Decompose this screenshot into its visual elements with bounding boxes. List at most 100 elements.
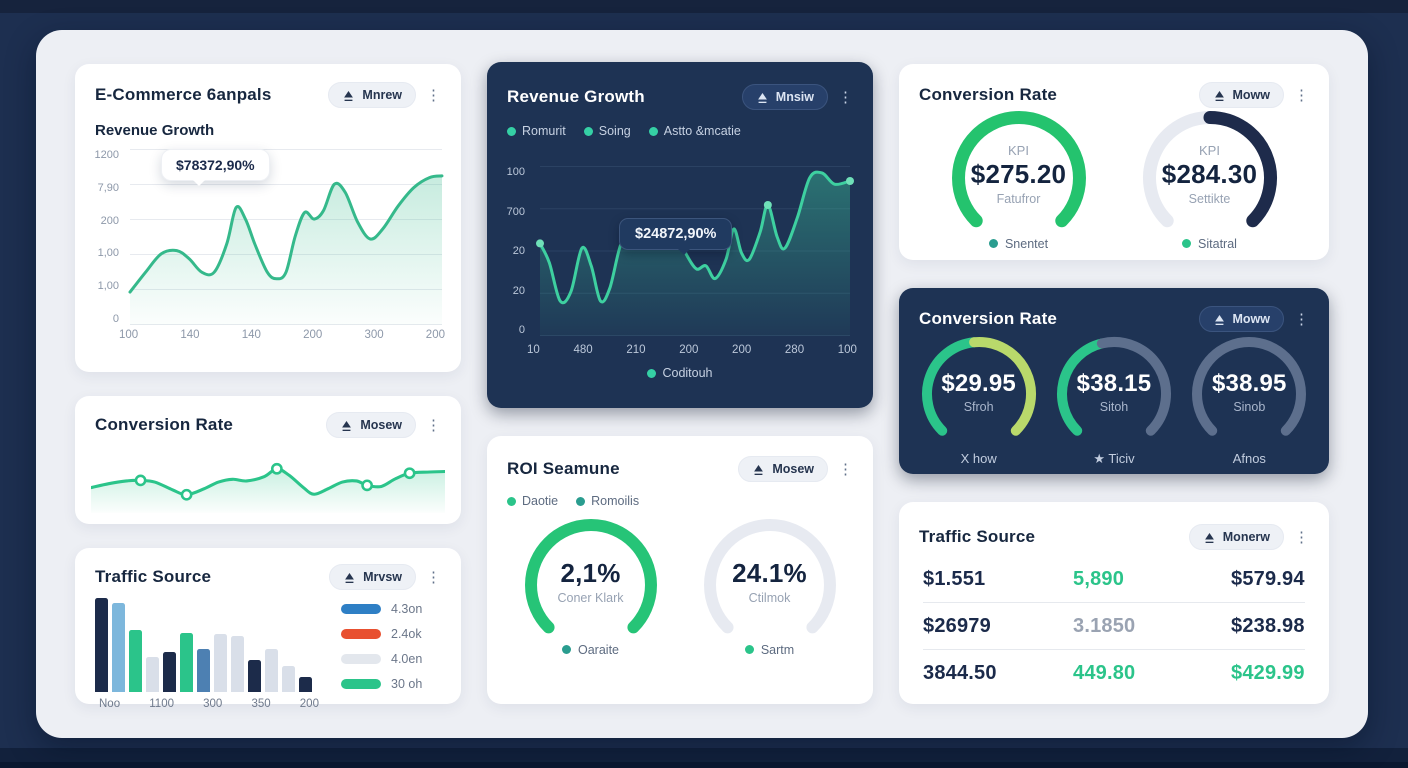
gauge-footer: ★ Ticiv	[1093, 451, 1135, 467]
x-tick: 100	[837, 344, 857, 356]
series-legend-label: Romoilis	[591, 494, 640, 508]
y-tick: 7,90	[97, 181, 119, 194]
menu-button[interactable]: Mosew	[738, 456, 828, 482]
y-tick: 20	[512, 284, 525, 297]
series-legend-label: Daotie	[522, 494, 559, 508]
export-icon	[757, 92, 767, 103]
bar	[231, 636, 244, 692]
card-ecommerce: E-Commerce 6anpals Mnrew ⋮ Revenue Growt…	[75, 64, 461, 372]
kebab-menu-icon[interactable]: ⋮	[1294, 528, 1309, 546]
card-revenue-growth-dark: Revenue Growth Mnsiw ⋮ Romurit Soing Astto…	[487, 62, 873, 408]
gauge-legend: Snentet	[988, 236, 1049, 251]
gauge: $38.95 Sinob Afnos	[1191, 336, 1307, 467]
y-tick: 200	[100, 214, 119, 227]
x-tick: Noo	[99, 698, 121, 710]
menu-button-label: Monerw	[1222, 530, 1270, 544]
menu-button-label: Mnrew	[362, 88, 402, 102]
bar	[95, 598, 108, 692]
card-title: ROI Seamune	[507, 459, 620, 478]
kebab-menu-icon[interactable]: ⋮	[426, 568, 441, 586]
kebab-menu-icon[interactable]: ⋮	[426, 416, 441, 434]
export-icon	[344, 90, 354, 101]
bar-legend-label: 4.0en	[391, 652, 423, 666]
card-title: Traffic Source	[919, 527, 1036, 546]
y-tick: 0	[518, 324, 525, 336]
gauge: KPI $275.20 Fatufror Snentet	[951, 110, 1087, 251]
menu-button[interactable]: Mnsiw	[741, 84, 828, 110]
series-legend: Daotie Romoilis	[487, 494, 873, 508]
bar-legend-label: 2.4ok	[391, 627, 422, 641]
bar-chart-x-axis: Noo 1100 300 350 200	[95, 698, 323, 710]
gauge-arc: $29.95 Sfroh	[921, 336, 1037, 443]
gauge-legend: Oaraite	[562, 643, 619, 657]
x-tick: 210	[626, 344, 646, 356]
x-tick: 100	[119, 329, 139, 341]
x-tick: 200	[679, 344, 699, 356]
table-cell: $579.94	[1231, 567, 1305, 590]
bar	[112, 603, 125, 692]
kebab-menu-icon[interactable]: ⋮	[838, 88, 853, 106]
series-legend-label: Romurit	[522, 124, 566, 138]
menu-button[interactable]: Monerw	[1188, 524, 1284, 550]
bar	[248, 660, 261, 692]
x-tick: 350	[251, 698, 271, 710]
y-tick: 0	[112, 312, 119, 325]
data-point-marker	[403, 467, 416, 480]
table-cell: 3.1850	[1073, 614, 1136, 637]
gauge-legend-label: Snentet	[1004, 236, 1049, 251]
table-cell: $429.99	[1231, 662, 1305, 684]
menu-button[interactable]: Moww	[1198, 82, 1284, 108]
legend-dot-icon	[648, 126, 658, 136]
x-tick: 1100	[149, 698, 174, 710]
y-tick: 20	[512, 245, 525, 257]
roi-gauges: 2,1% Coner Klark Oaraite 24.1% Ctilmok Sartm	[487, 518, 873, 657]
x-tick: 480	[573, 344, 593, 356]
menu-button-label: Mrvsw	[363, 570, 402, 584]
gauge-legend-label: Sitatral	[1198, 236, 1237, 251]
x-tick: 200	[303, 329, 323, 341]
y-tick: 700	[506, 205, 525, 218]
bar	[129, 630, 142, 692]
y-axis: 100 700 20 20 0	[499, 166, 533, 336]
menu-button-label: Moww	[1232, 88, 1271, 102]
legend-dot-icon	[562, 645, 571, 655]
legend-swatch-icon	[341, 679, 381, 689]
x-axis: 10 480 210 200 200 280 100	[527, 344, 857, 356]
x-tick: 140	[241, 329, 261, 341]
menu-button[interactable]: Mosew	[326, 412, 416, 438]
menu-button[interactable]: Mrvsw	[329, 564, 416, 590]
x-tick: 140	[180, 329, 200, 341]
gauge: 24.1% Ctilmok Sartm	[703, 518, 837, 657]
kebab-menu-icon[interactable]: ⋮	[1294, 310, 1309, 328]
card-conversion-sparkline: Conversion Rate Mosew ⋮	[75, 396, 461, 524]
legend-dot-icon	[576, 496, 586, 506]
x-axis: 100 140 140 200 300 200	[119, 329, 445, 341]
kebab-menu-icon[interactable]: ⋮	[426, 86, 441, 104]
bar-legend-label: 30 oh	[391, 677, 423, 691]
card-roi: ROI Seamune Mosew ⋮ Daotie Romoilis 2,1% C…	[487, 436, 873, 704]
gauge-footer: X how	[960, 451, 997, 467]
data-point-marker	[270, 462, 283, 475]
kpi-gauges: KPI $275.20 Fatufror Snentet KPI $284.30 Setti…	[899, 110, 1329, 251]
table-row: $26979 3.1850 $238.98	[923, 603, 1305, 650]
gauge-arc: $38.15 Sitoh	[1056, 336, 1172, 443]
table-cell: 5,890	[1073, 567, 1125, 590]
gauge: KPI $284.30 Settikte Sitatral	[1142, 110, 1278, 251]
bar	[146, 657, 159, 692]
y-tick: 1200	[94, 149, 119, 161]
legend-dot-icon	[1182, 239, 1192, 249]
table-cell: $238.98	[1231, 614, 1305, 637]
card-traffic-bars: Traffic Source Mrvsw ⋮ Noo 1100 300 350 200 …	[75, 548, 461, 710]
table-cell: 449.80	[1073, 662, 1136, 684]
kebab-menu-icon[interactable]: ⋮	[1294, 86, 1309, 104]
gauge-arc: $38.95 Sinob	[1191, 336, 1307, 443]
menu-button[interactable]: Mnrew	[328, 82, 416, 108]
gauge: 2,1% Coner Klark Oaraite	[524, 518, 658, 657]
series-legend-item: Romurit	[507, 124, 566, 138]
gauge: $38.15 Sitoh ★ Ticiv	[1056, 336, 1172, 467]
x-tick: 280	[784, 344, 805, 356]
traffic-table: $1.551 5,890 $579.94 $26979 3.1850 $238.98 384…	[899, 550, 1329, 697]
menu-button[interactable]: Moww	[1198, 306, 1284, 332]
kebab-menu-icon[interactable]: ⋮	[838, 460, 853, 478]
